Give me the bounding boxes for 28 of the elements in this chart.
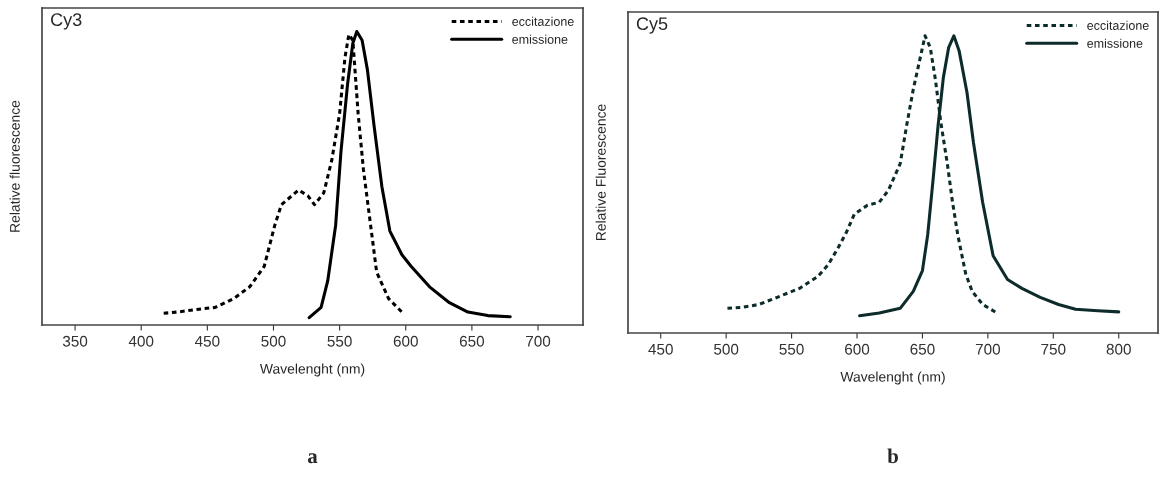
x-tick-label: 800: [1106, 343, 1131, 355]
text: b: [887, 448, 898, 464]
x-axis-title: Wavelenght (nm): [259, 363, 365, 377]
x-tick-label: 550: [779, 343, 804, 355]
x-tick-label: 700: [975, 343, 1001, 355]
x-tick-label: 550: [327, 335, 352, 347]
x-tick-label: 350: [62, 335, 88, 347]
legend-label: emissione: [1087, 38, 1143, 48]
y-axis-title: Relative Fluorescence: [595, 104, 606, 241]
x-tick-label: 600: [845, 343, 870, 355]
x-tick-label: 500: [714, 343, 739, 355]
chart-title: Cy3: [51, 13, 82, 30]
x-tick-label: 400: [128, 335, 154, 347]
x-axis-title: Wavelenght (nm): [840, 371, 945, 385]
x-tick-label: 500: [261, 335, 286, 347]
chart-title: Cy5: [636, 17, 668, 34]
x-tick-label: 450: [648, 343, 673, 355]
legend-label: eccitazione: [1087, 20, 1149, 30]
x-tick-label: 600: [393, 335, 418, 347]
x-tick-label: 750: [1041, 343, 1066, 355]
x-tick-label: 650: [459, 335, 485, 347]
y-axis-title: Relative fluorescence: [9, 100, 20, 232]
x-tick-label: 650: [910, 343, 935, 355]
text: a: [307, 453, 318, 464]
x-tick-label: 450: [194, 335, 220, 347]
x-tick-label: 700: [526, 335, 551, 347]
legend-label: eccitazione: [512, 16, 574, 26]
legend-label: emissione: [512, 34, 568, 44]
